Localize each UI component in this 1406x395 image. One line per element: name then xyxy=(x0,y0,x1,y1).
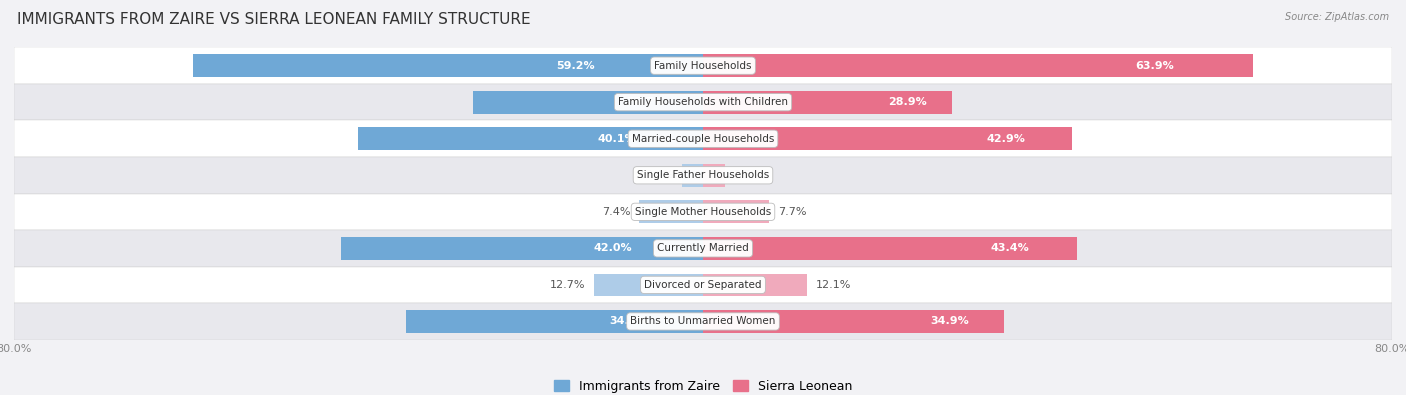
Text: Family Households: Family Households xyxy=(654,61,752,71)
Bar xyxy=(14,230,1392,267)
Text: 7.4%: 7.4% xyxy=(602,207,631,217)
Bar xyxy=(193,55,703,77)
Bar xyxy=(703,128,1073,150)
Text: Family Households with Children: Family Households with Children xyxy=(619,97,787,107)
Bar xyxy=(14,157,1392,194)
Bar xyxy=(357,128,703,150)
Bar xyxy=(14,303,1392,340)
Text: 42.9%: 42.9% xyxy=(987,134,1025,144)
Text: Source: ZipAtlas.com: Source: ZipAtlas.com xyxy=(1285,12,1389,22)
Bar xyxy=(703,55,1253,77)
Bar xyxy=(703,237,1077,260)
Bar xyxy=(703,274,807,296)
Bar xyxy=(14,47,1392,84)
Text: Married-couple Households: Married-couple Households xyxy=(631,134,775,144)
Bar xyxy=(703,310,1004,333)
Text: Births to Unmarried Women: Births to Unmarried Women xyxy=(630,316,776,326)
Text: 59.2%: 59.2% xyxy=(557,61,595,71)
Bar xyxy=(14,120,1392,157)
Text: 12.1%: 12.1% xyxy=(815,280,851,290)
Bar xyxy=(703,164,724,186)
Bar xyxy=(406,310,703,333)
Text: Single Mother Households: Single Mother Households xyxy=(636,207,770,217)
Bar xyxy=(472,91,703,113)
Text: 63.9%: 63.9% xyxy=(1135,61,1174,71)
Bar xyxy=(342,237,703,260)
Text: 34.9%: 34.9% xyxy=(931,316,969,326)
Bar xyxy=(14,194,1392,230)
Bar xyxy=(703,201,769,223)
Bar xyxy=(593,274,703,296)
Text: 26.7%: 26.7% xyxy=(626,97,665,107)
Text: 12.7%: 12.7% xyxy=(550,280,585,290)
Text: IMMIGRANTS FROM ZAIRE VS SIERRA LEONEAN FAMILY STRUCTURE: IMMIGRANTS FROM ZAIRE VS SIERRA LEONEAN … xyxy=(17,12,530,27)
Text: Divorced or Separated: Divorced or Separated xyxy=(644,280,762,290)
Bar xyxy=(703,91,952,113)
Text: Single Father Households: Single Father Households xyxy=(637,170,769,180)
Bar xyxy=(682,164,703,186)
Text: 7.7%: 7.7% xyxy=(778,207,807,217)
Text: 28.9%: 28.9% xyxy=(887,97,927,107)
Text: 43.4%: 43.4% xyxy=(990,243,1029,253)
Text: Currently Married: Currently Married xyxy=(657,243,749,253)
Bar xyxy=(14,267,1392,303)
Bar xyxy=(14,84,1392,120)
Legend: Immigrants from Zaire, Sierra Leonean: Immigrants from Zaire, Sierra Leonean xyxy=(550,375,856,395)
Bar xyxy=(640,201,703,223)
Text: 34.5%: 34.5% xyxy=(609,316,648,326)
Text: 2.5%: 2.5% xyxy=(733,170,762,180)
Text: 40.1%: 40.1% xyxy=(598,134,636,144)
Text: 2.4%: 2.4% xyxy=(645,170,673,180)
Text: 42.0%: 42.0% xyxy=(593,243,631,253)
